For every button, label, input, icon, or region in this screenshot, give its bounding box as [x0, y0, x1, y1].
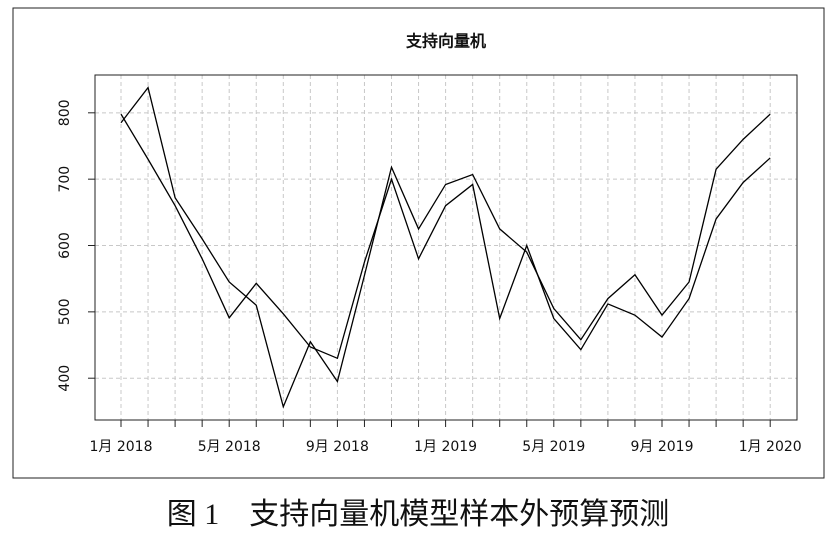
caption: 图 1 支持向量机模型样本外预算预测	[167, 498, 670, 531]
x-tick-label: 5月 2018	[198, 439, 261, 455]
y-tick-label: 600	[57, 232, 73, 259]
x-tick-label: 1月 2018	[90, 439, 153, 455]
y-tick-label: 500	[57, 298, 73, 325]
plot-area	[94, 74, 798, 421]
x-tick-label: 9月 2018	[306, 439, 369, 455]
x-tick-label: 5月 2019	[522, 439, 585, 455]
x-tick-label: 9月 2019	[631, 439, 694, 455]
x-tick-label: 1月 2019	[414, 439, 477, 455]
y-tick-label: 700	[57, 166, 73, 193]
frame	[12, 7, 825, 479]
series-line	[120, 113, 771, 360]
y-tick-label: 400	[57, 365, 73, 392]
chart-title: 支持向量机	[405, 32, 486, 51]
y-tick-label: 800	[57, 99, 73, 126]
x-tick-label: 1月 2020	[739, 439, 802, 455]
series-line	[120, 86, 771, 409]
